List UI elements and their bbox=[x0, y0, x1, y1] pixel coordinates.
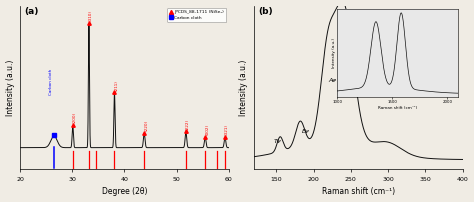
Text: (211): (211) bbox=[115, 80, 118, 91]
Text: (310): (310) bbox=[89, 10, 93, 21]
Text: (222): (222) bbox=[186, 119, 190, 130]
Text: Eᴪ: Eᴪ bbox=[301, 128, 310, 134]
X-axis label: Raman shift (cm⁻¹): Raman shift (cm⁻¹) bbox=[322, 187, 395, 196]
Y-axis label: Intensity (a.u.): Intensity (a.u.) bbox=[6, 59, 15, 116]
Text: (200): (200) bbox=[73, 112, 77, 123]
Text: Aᴪ: Aᴪ bbox=[328, 78, 337, 83]
Legend: JPCDS_88-1711 (NiSe₂), Carbon cloth: JPCDS_88-1711 (NiSe₂), Carbon cloth bbox=[167, 8, 227, 22]
X-axis label: Degree (2θ): Degree (2θ) bbox=[101, 187, 147, 196]
Text: (002): (002) bbox=[205, 124, 210, 135]
Text: (b): (b) bbox=[258, 7, 273, 16]
Text: (a): (a) bbox=[24, 7, 39, 16]
Text: Tᴪ: Tᴪ bbox=[346, 17, 353, 22]
Y-axis label: Intensity (a.u.): Intensity (a.u.) bbox=[239, 59, 248, 116]
Text: (220): (220) bbox=[144, 120, 148, 131]
Text: Carbon cloth: Carbon cloth bbox=[49, 68, 54, 95]
Text: Tᴪ: Tᴪ bbox=[274, 139, 282, 144]
Text: (321): (321) bbox=[225, 124, 229, 135]
